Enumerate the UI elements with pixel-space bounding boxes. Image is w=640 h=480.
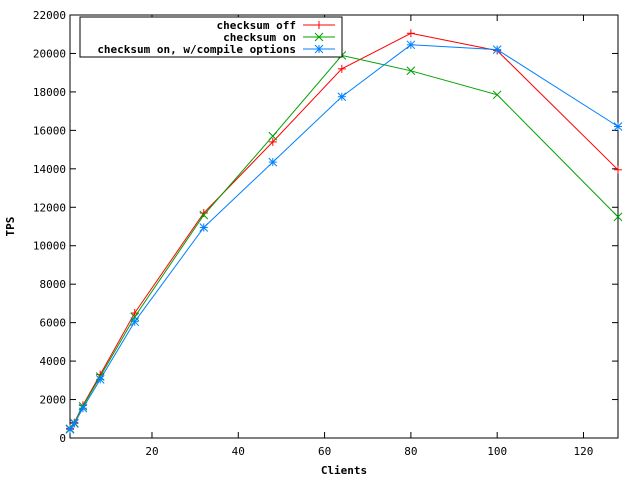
data-point bbox=[268, 137, 277, 146]
data-point bbox=[315, 21, 323, 29]
data-point bbox=[613, 212, 623, 222]
y-tick-label: 6000 bbox=[40, 317, 67, 330]
data-point bbox=[406, 29, 415, 38]
y-tick-label: 8000 bbox=[40, 278, 67, 291]
data-point bbox=[314, 44, 324, 54]
y-tick-label: 12000 bbox=[33, 201, 66, 214]
x-tick-label: 80 bbox=[404, 445, 417, 458]
y-tick-label: 0 bbox=[59, 432, 66, 445]
y-axis-title: TPS bbox=[4, 217, 17, 237]
data-point bbox=[614, 165, 622, 174]
series-layer bbox=[65, 29, 623, 434]
series-2 bbox=[65, 51, 623, 434]
x-tick-label: 20 bbox=[145, 445, 158, 458]
data-point bbox=[78, 403, 88, 413]
legend-label: checksum on bbox=[223, 31, 296, 44]
x-tick-label: 40 bbox=[232, 445, 245, 458]
series-line bbox=[69, 32, 619, 429]
data-point bbox=[406, 66, 416, 76]
x-axis-title: Clients bbox=[321, 464, 367, 477]
data-point bbox=[199, 210, 209, 220]
plot-area bbox=[69, 14, 619, 439]
data-point bbox=[337, 64, 346, 73]
series-line bbox=[69, 54, 619, 430]
series-3 bbox=[65, 40, 623, 434]
data-point bbox=[492, 45, 502, 54]
data-point bbox=[95, 375, 105, 384]
y-tick-label: 22000 bbox=[33, 9, 66, 22]
y-tick-label: 14000 bbox=[33, 163, 66, 176]
y-tick-label: 16000 bbox=[33, 124, 66, 137]
y-tick-label: 20000 bbox=[33, 47, 66, 60]
legend-box bbox=[79, 16, 343, 58]
y-tick-label: 4000 bbox=[40, 355, 67, 368]
legend-label: checksum on, w/compile options bbox=[97, 43, 296, 56]
y-tick-label: 2000 bbox=[40, 394, 67, 407]
x-tick-label: 100 bbox=[487, 445, 507, 458]
data-point bbox=[613, 122, 623, 131]
data-point bbox=[406, 40, 416, 50]
data-point bbox=[337, 92, 347, 102]
data-point bbox=[130, 317, 140, 327]
x-tick-label: 120 bbox=[574, 445, 594, 458]
data-point bbox=[314, 32, 324, 42]
axis-ticks: 0 2000 4000 6000 8000 10000 12000 14000 16000 180… bbox=[33, 9, 618, 458]
data-point bbox=[268, 157, 278, 167]
series-line bbox=[69, 44, 619, 430]
x-tick-label: 60 bbox=[318, 445, 331, 458]
data-point bbox=[199, 223, 209, 232]
series-1 bbox=[66, 29, 622, 433]
data-point bbox=[65, 424, 75, 434]
data-point bbox=[492, 90, 502, 100]
data-point bbox=[69, 419, 79, 428]
y-tick-label: 18000 bbox=[33, 86, 66, 99]
data-point bbox=[268, 131, 278, 141]
plot-border bbox=[69, 14, 619, 439]
legend-label: checksum off bbox=[217, 19, 296, 32]
y-tick-label: 10000 bbox=[33, 240, 66, 253]
